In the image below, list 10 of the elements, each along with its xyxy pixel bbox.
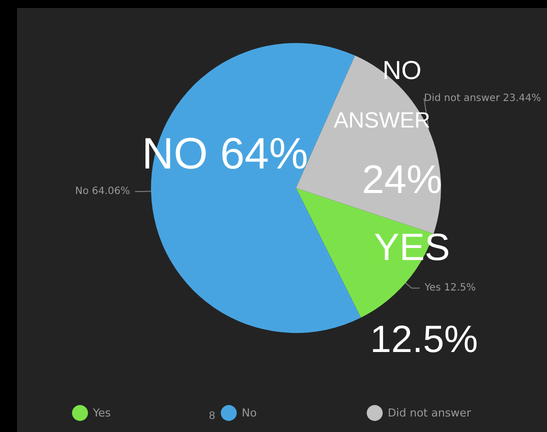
text: 12.5% xyxy=(370,319,478,361)
data-label: Did not answer 23.44% xyxy=(424,92,542,104)
legend-label: No xyxy=(242,406,257,420)
data-label: No 64.06% xyxy=(75,186,130,197)
text: NO xyxy=(382,55,422,85)
legend-label: Did not answer xyxy=(388,406,472,420)
text: 24% xyxy=(362,158,442,202)
legend-label: Yes xyxy=(92,406,112,420)
text: 8 xyxy=(208,410,216,422)
data-label: Yes 12.5% xyxy=(424,282,476,294)
